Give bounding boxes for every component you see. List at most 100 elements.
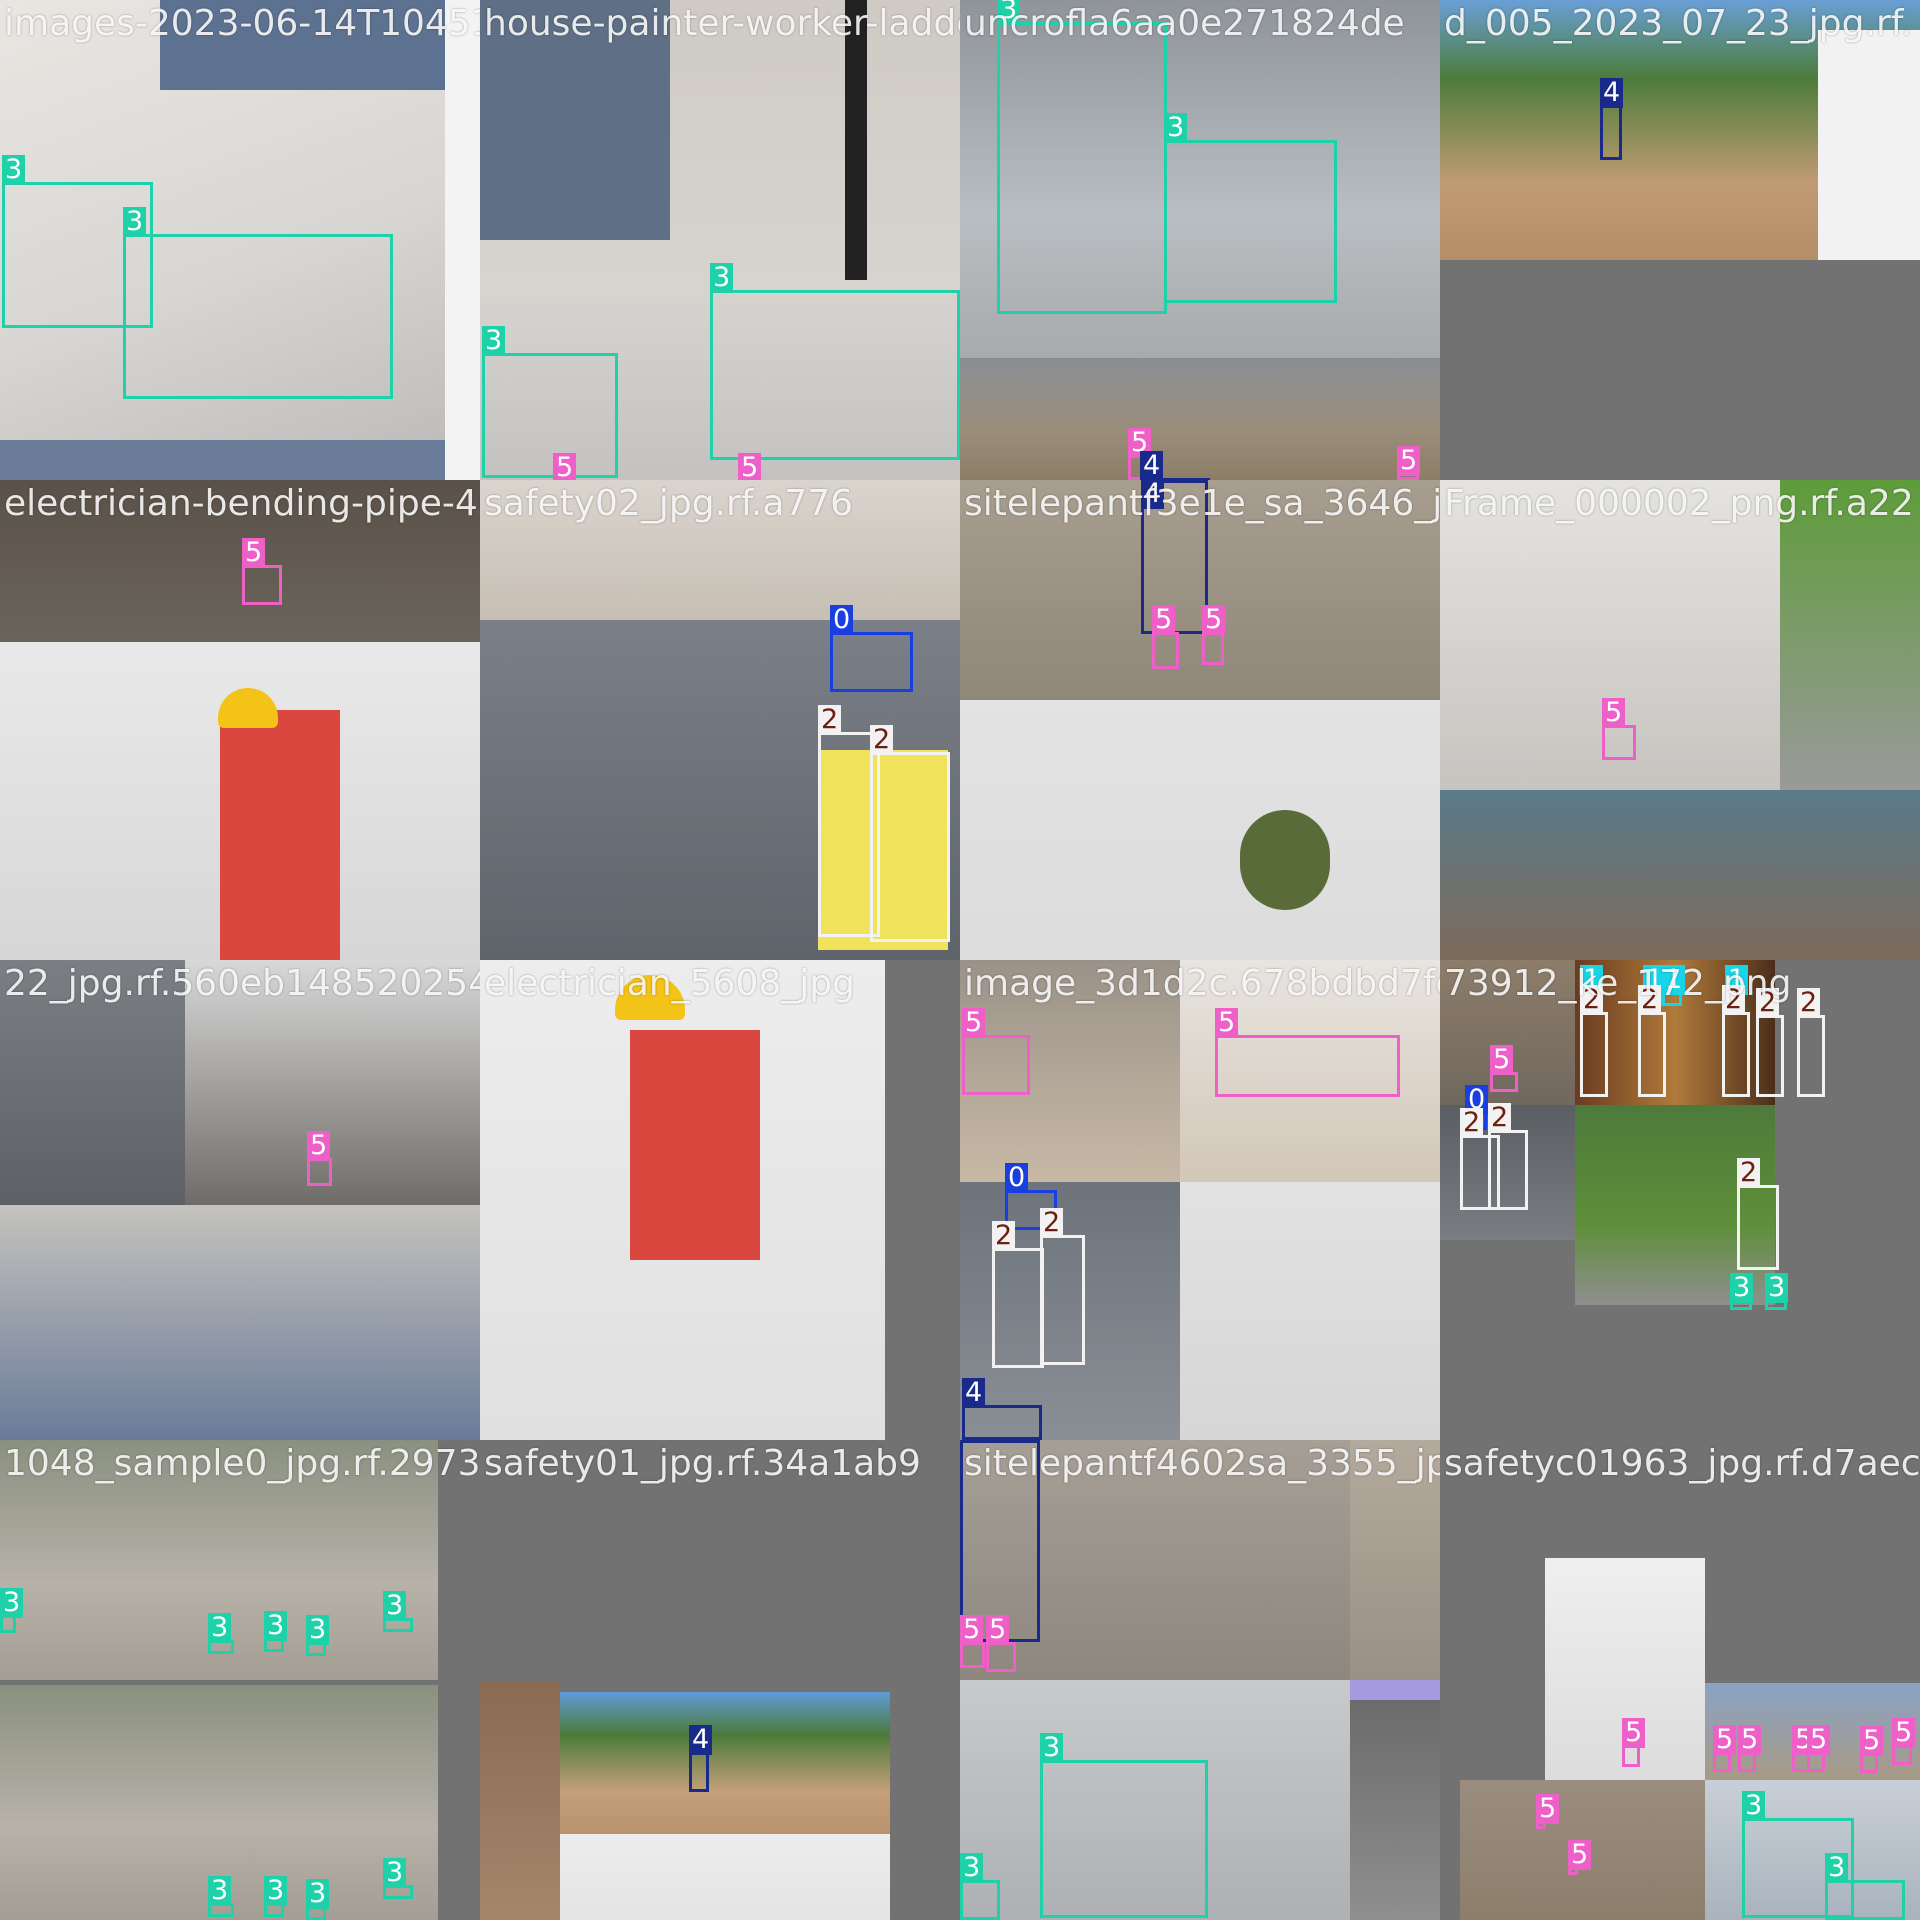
photo xyxy=(960,960,1180,1182)
bbox: 4 xyxy=(962,1378,1042,1440)
photo-helmet xyxy=(218,688,278,728)
bbox: 4 xyxy=(1600,78,1624,160)
tile-filename: safetyc01963_jpg.rf.d7aecb xyxy=(1444,1443,1920,1484)
bbox: 5 xyxy=(986,1615,1016,1672)
photo-person xyxy=(220,710,340,960)
mosaic-tile: 5 22_jpg.rf.560eb148520254d xyxy=(0,960,480,1440)
tile-filename: 22_jpg.rf.560eb148520254d xyxy=(4,963,480,1004)
bbox: 3 xyxy=(1742,1791,1854,1918)
mosaic-tile: 1 1 1 1 2 2 2 2 2 5 0 2 2 2 3 3 73912_ke… xyxy=(1440,960,1920,1440)
photo xyxy=(0,1205,480,1440)
tile-filename: 73912_ke_172_png xyxy=(1444,963,1792,1004)
bbox: 5 xyxy=(1807,1725,1831,1772)
photo xyxy=(1350,1440,1440,1680)
tile-filename: d_005_2023_07_23_jpg.rf. xyxy=(1444,3,1913,44)
photo xyxy=(1440,790,1920,960)
bbox: 5 xyxy=(1215,1008,1400,1097)
tile-filename: images-2023-06-14T104518-440_jpg.rf. xyxy=(4,3,480,44)
bbox: 2 xyxy=(1756,988,1784,1097)
bbox: 5 xyxy=(1397,446,1421,480)
bbox: 5 xyxy=(1152,605,1179,669)
bbox: 1 xyxy=(1662,965,1686,1006)
mosaic-tile: 0 2 2 safety02_jpg.rf.a776 xyxy=(480,480,960,960)
bbox: 4 xyxy=(689,1725,713,1792)
photo xyxy=(1350,1700,1440,1920)
mosaic-tile: 5 5 5 5 5 5 5 5 5 3 3 safetyc01963_jpg.r… xyxy=(1440,1440,1920,1920)
photo xyxy=(560,1692,890,1834)
mosaic-tile: electrician_5608_jpg xyxy=(480,960,960,1440)
bbox: 2 xyxy=(1580,985,1608,1097)
mosaic-tile: 3 3 images-2023-06-14T104518-440_jpg.rf. xyxy=(0,0,480,480)
tile-filename: electrician-bending-pipe-404 xyxy=(4,483,480,524)
mosaic-tile: 5 electrician-bending-pipe-404 xyxy=(0,480,480,960)
bbox: 2 xyxy=(870,725,950,942)
bbox: 3 xyxy=(264,1611,288,1652)
photo-grass xyxy=(1780,480,1920,790)
photo-panel xyxy=(1818,30,1920,260)
photo xyxy=(560,1834,890,1920)
bbox: 3 xyxy=(1164,113,1337,303)
bbox: 3 xyxy=(383,1591,413,1632)
photo xyxy=(960,1680,1350,1920)
photo xyxy=(1180,960,1440,1182)
photo-jeans xyxy=(480,0,670,240)
bbox: 2 xyxy=(1797,988,1825,1097)
bbox: 3 xyxy=(208,1876,234,1917)
bbox: 3 xyxy=(123,207,393,399)
tile-filename: Frame_000002_png.rf.a22 xyxy=(1444,483,1914,524)
tile-filename: 1048_sample0_jpg.rf.29736 xyxy=(4,1443,480,1484)
bbox: 3 xyxy=(997,0,1167,314)
photo xyxy=(1180,1182,1440,1440)
bbox: 3 xyxy=(1040,1733,1208,1918)
tile-filename: sitelepantf4602sa_3355_jpg xyxy=(964,1443,1440,1484)
bbox: 3 xyxy=(2,155,153,328)
photo xyxy=(1575,1105,1775,1305)
tile-filename: safety01_jpg.rf.34a1ab9 xyxy=(484,1443,921,1484)
bbox: 5 xyxy=(307,1131,332,1186)
bbox: 2 xyxy=(1737,1158,1779,1270)
mosaic-tile: 4 d_005_2023_07_23_jpg.rf. xyxy=(1440,0,1920,480)
mosaic-tile: 4 5 5 sitelepantf3e1e_sa_3646_jpg xyxy=(960,480,1440,960)
bbox: 5 xyxy=(1536,1794,1560,1829)
bbox: 0 xyxy=(830,605,913,692)
bbox: 5 xyxy=(960,1615,985,1668)
bbox: 2 xyxy=(1040,1208,1085,1365)
mosaic-tile: 3 3 3 3 3 3 3 3 3 1048_sample0_jpg.rf.29… xyxy=(0,1440,480,1920)
bbox: 3 xyxy=(0,1588,24,1633)
bbox: 5 xyxy=(1622,1718,1646,1767)
bbox: 3 xyxy=(383,1858,413,1899)
photo xyxy=(1350,1680,1440,1700)
photo xyxy=(0,960,185,1205)
bbox: 5 xyxy=(1490,1045,1518,1092)
bbox: 5 xyxy=(1738,1725,1762,1772)
mosaic-tile: 4 5 5 3 3 sitelepantf4602sa_3355_jpg xyxy=(960,1440,1440,1920)
bbox: 5 xyxy=(1860,1726,1884,1773)
photo-jeans xyxy=(0,440,445,480)
bbox: 2 xyxy=(818,705,880,937)
bbox: 3 xyxy=(960,1853,1000,1920)
bbox: 5 xyxy=(1568,1840,1592,1875)
photo xyxy=(960,700,1440,960)
photo xyxy=(960,0,1440,358)
bbox: 3 xyxy=(306,1879,330,1920)
bbox: 4 xyxy=(1140,451,1210,480)
mosaic-tile: 4 safety01_jpg.rf.34a1ab9 xyxy=(480,1440,960,1920)
mosaic-tile: 5 5 0 2 2 4 image_3d1d2c.678bdbd7fca xyxy=(960,960,1440,1440)
bbox: 3 xyxy=(710,263,960,460)
bbox: 2 xyxy=(1638,985,1666,1097)
tile-filename: safety02_jpg.rf.a776 xyxy=(484,483,854,524)
bbox: 3 xyxy=(306,1615,330,1656)
bbox: 2 xyxy=(1460,1108,1500,1210)
photo xyxy=(480,480,960,620)
bbox: 5 xyxy=(1892,1718,1916,1765)
photo xyxy=(960,480,1440,700)
tile-filename: electrician_5608_jpg xyxy=(484,963,856,1004)
bbox: 3 xyxy=(208,1613,234,1654)
photo-vest xyxy=(818,750,948,950)
tile-filename: uncrofla6aa0e271824de xyxy=(964,3,1405,44)
bbox: 2 xyxy=(1722,985,1750,1097)
tile-filename: sitelepantf3e1e_sa_3646_jpg xyxy=(964,483,1440,524)
photo xyxy=(1705,1780,1920,1920)
photo-person xyxy=(630,1030,760,1260)
